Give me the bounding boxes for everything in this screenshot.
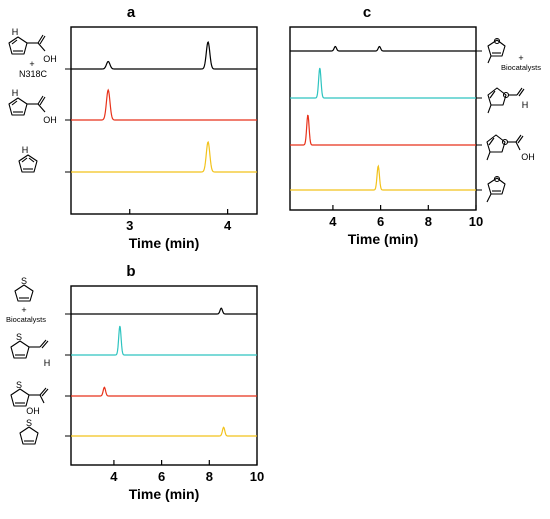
chromatogram-trace-2 — [71, 325, 257, 356]
plus-label-b: + — [21, 305, 26, 315]
panel-c-plot: 4 6 8 10 Time (min) — [289, 26, 483, 247]
oh-label-b: OH — [26, 406, 40, 416]
chromatogram-trace-3 — [290, 114, 476, 146]
chromatogram-trace-1 — [71, 307, 257, 315]
methylfuran-structure-1 — [487, 37, 506, 64]
panel-a-letter: a — [127, 4, 136, 21]
x-axis-title: Time (min) — [129, 486, 200, 502]
x-tick-label: 10 — [469, 214, 483, 229]
plot-frame — [70, 285, 258, 466]
nh-label-3: H — [22, 145, 29, 155]
s-label-2: S — [16, 332, 22, 342]
x-tick-label: 6 — [377, 214, 384, 229]
plus-label-a: + — [29, 59, 34, 69]
x-tick-label: 10 — [250, 469, 264, 484]
pyrrole-carboxylic-acid-structure-2 — [8, 95, 46, 116]
panel-a-plot: 3 4 Time (min) — [65, 26, 258, 251]
panel-b-letter: b — [126, 263, 135, 280]
nh-label-2: H — [12, 88, 19, 98]
pyrrole-structure — [18, 154, 38, 173]
thiophene-carbaldehyde-structure — [10, 339, 49, 359]
x-tick-label: 6 — [158, 469, 165, 484]
x-tick-label: 8 — [425, 214, 432, 229]
panel-a-molecules: H OH + N318C H OH H — [8, 27, 57, 173]
panel-c-molecules: + Biocatalysts H OH — [486, 37, 541, 203]
chromatogram-trace-3 — [71, 386, 257, 397]
x-axis-title: Time (min) — [348, 231, 419, 247]
s-label-1: S — [21, 276, 27, 286]
biocatalysts-label-b: Biocatalysts — [6, 315, 46, 324]
enzyme-label-n318c: N318C — [19, 69, 48, 79]
s-label-4: S — [26, 418, 32, 428]
chromatogram-trace-1 — [71, 40, 257, 70]
pyrrole-carboxylic-acid-structure-1 — [8, 34, 46, 55]
x-tick-label: 3 — [126, 218, 133, 233]
oh-label-2: OH — [43, 115, 57, 125]
nh-label-1: H — [12, 27, 19, 37]
x-tick-label: 4 — [224, 218, 232, 233]
oh-label-1: OH — [43, 54, 57, 64]
x-tick-label: 4 — [110, 469, 118, 484]
thiophene-carboxylic-acid-structure — [10, 387, 49, 407]
chromatogram-trace-2 — [71, 88, 257, 121]
x-axis-title: Time (min) — [129, 235, 200, 251]
chromatogram-trace-2 — [290, 67, 476, 99]
chromatogram-trace-1 — [290, 45, 476, 52]
chromatogram-trace-3 — [71, 140, 257, 173]
panel-c-letter: c — [363, 4, 371, 21]
h-label-c: H — [522, 100, 529, 110]
chromatogram-trace-4 — [71, 426, 257, 437]
thiophene-structure-1 — [14, 284, 34, 302]
s-label-3: S — [16, 380, 22, 390]
plot-frame — [289, 26, 477, 211]
thiophene-structure-2 — [19, 426, 39, 445]
biocatalysts-label-c: Biocatalysts — [501, 63, 541, 72]
panel-b-plot: 4 6 8 10 Time (min) — [65, 285, 264, 502]
chromatogram-trace-4 — [290, 164, 476, 191]
panel-b-molecules: S + Biocatalysts S H S OH S — [6, 276, 51, 445]
methylfuran-carboxylic-acid-structure — [486, 134, 524, 161]
plus-label-c: + — [518, 53, 523, 63]
methylfuran-structure-2 — [486, 175, 506, 203]
oh-label-c: OH — [521, 152, 535, 162]
x-tick-label: 4 — [329, 214, 337, 229]
h-label-b: H — [44, 358, 51, 368]
methylfuran-carbaldehyde-structure — [487, 87, 525, 114]
x-tick-label: 8 — [206, 469, 213, 484]
